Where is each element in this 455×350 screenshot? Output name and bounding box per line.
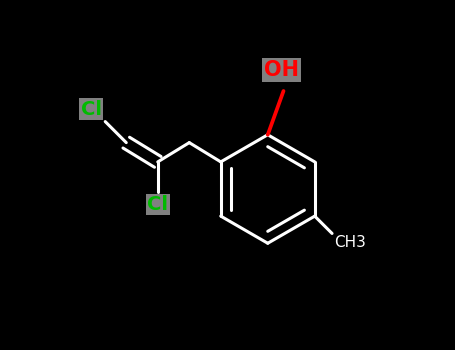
Text: CH3: CH3 xyxy=(334,235,366,250)
Text: Cl: Cl xyxy=(147,195,168,214)
Text: OH: OH xyxy=(264,60,299,80)
Text: Cl: Cl xyxy=(81,100,102,119)
